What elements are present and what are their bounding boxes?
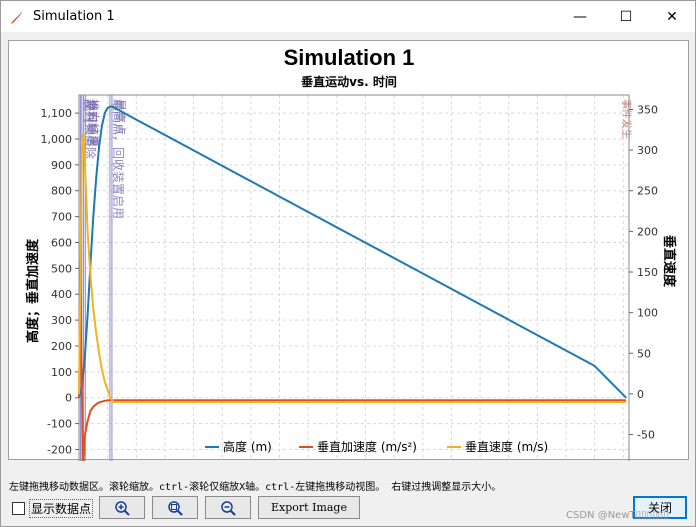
legend-label: 高度 (m) — [223, 439, 272, 454]
show-points-checkbox[interactable]: 显示数据点 — [12, 498, 94, 518]
zoom-in-icon — [115, 500, 130, 516]
event-label: 燃料耗尽 — [85, 99, 100, 147]
y-right-tick-label: 300 — [637, 144, 658, 157]
rocket-app-icon — [11, 10, 23, 24]
y-right-tick-label: 150 — [637, 266, 658, 279]
y-right-tick-label: 250 — [637, 185, 658, 198]
y-left-tick-label: 200 — [51, 340, 72, 353]
zoom-fit-icon — [168, 500, 183, 516]
y-right-tick-label: 200 — [637, 225, 658, 238]
legend-label: 垂直速度 (m/s) — [465, 439, 548, 454]
right-edge-event-label: 事件发生 — [620, 99, 633, 139]
series-line — [78, 262, 627, 461]
y-left-tick-label: 1,000 — [41, 133, 73, 146]
title-bar: Simulation 1 — ☐ ✕ — [1, 1, 695, 32]
instructions-text: 左键拖拽移动数据区。滚轮缩放。ctrl-滚轮仅缩放X轴。ctrl-左键拖拽移动视… — [9, 482, 502, 493]
y-right-tick-label: 50 — [637, 347, 651, 360]
y-right-axis-ticks: -50 0 50 100 150 200 250 300 350 — [629, 103, 658, 442]
legend-label: 垂直加速度 (m/s²) — [317, 439, 417, 454]
y-right-tick-label: 350 — [637, 103, 658, 116]
y-left-tick-label: 900 — [51, 159, 72, 172]
y-right-tick-label: 100 — [637, 307, 658, 320]
window-title: Simulation 1 — [33, 9, 115, 24]
y-left-tick-label: 0 — [65, 392, 72, 405]
y-left-tick-label: 1,100 — [41, 107, 73, 120]
y-left-tick-label: -100 — [47, 418, 72, 431]
zoom-fit-button[interactable] — [152, 496, 198, 519]
watermark-text: CSDN @NewT▯▯▯▯▯▯ — [566, 510, 669, 521]
y-left-tick-label: 300 — [51, 314, 72, 327]
event-label: 发射架清除 — [83, 99, 98, 159]
window-controls: — ☐ ✕ — [557, 1, 695, 32]
event-label: 最高点，回收装置启用 — [111, 99, 126, 219]
chart-series — [78, 105, 627, 461]
event-label: 最高点 — [113, 99, 128, 135]
y-left-tick-label: 500 — [51, 262, 72, 275]
y-left-tick-label: 600 — [51, 236, 72, 249]
chart-title: Simulation 1 — [284, 45, 415, 70]
y-left-tick-label: 800 — [51, 185, 72, 198]
checkbox-box[interactable] — [12, 501, 25, 515]
chart[interactable]: Simulation 1 垂直运动vs. 时间 0102030405060708… — [9, 41, 690, 461]
close-dialog-button[interactable]: 关闭 — [633, 496, 687, 519]
minimize-button[interactable]: — — [573, 8, 587, 25]
maximize-button[interactable]: ☐ — [619, 8, 633, 25]
zoom-out-icon — [221, 500, 236, 516]
y-left-tick-label: 700 — [51, 211, 72, 224]
y-left-axis-ticks: -200 -100 0 100 200 300 400 500 600 700 800 900 1,00… — [41, 107, 79, 456]
y-left-tick-label: -200 — [47, 443, 72, 456]
chart-panel[interactable]: Simulation 1 垂直运动vs. 时间 0102030405060708… — [8, 40, 690, 461]
y-left-axis-label: 高度；垂直加速度 — [25, 238, 41, 343]
zoom-in-button[interactable] — [99, 496, 145, 519]
series-line — [78, 105, 627, 399]
y-left-tick-label: 400 — [51, 288, 72, 301]
zoom-out-button[interactable] — [205, 496, 251, 519]
close-window-button[interactable]: ✕ — [666, 8, 678, 25]
y-left-tick-label: 100 — [51, 366, 72, 379]
chart-grid — [78, 95, 629, 461]
y-right-axis-label: 垂直速度 — [661, 235, 677, 288]
chart-subtitle: 垂直运动vs. 时间 — [301, 74, 397, 89]
chart-legend: 高度 (m) 垂直加速度 (m/s²) 垂直速度 (m/s) — [205, 439, 548, 454]
event-label: 推力结束 — [86, 99, 100, 147]
y-right-tick-label: 0 — [637, 388, 644, 401]
plot-area-border — [78, 94, 630, 461]
series-line — [78, 132, 627, 403]
y-right-tick-label: -50 — [637, 429, 655, 442]
export-image-button[interactable]: Export Image — [258, 496, 360, 519]
show-points-label: 显示数据点 — [29, 498, 94, 518]
